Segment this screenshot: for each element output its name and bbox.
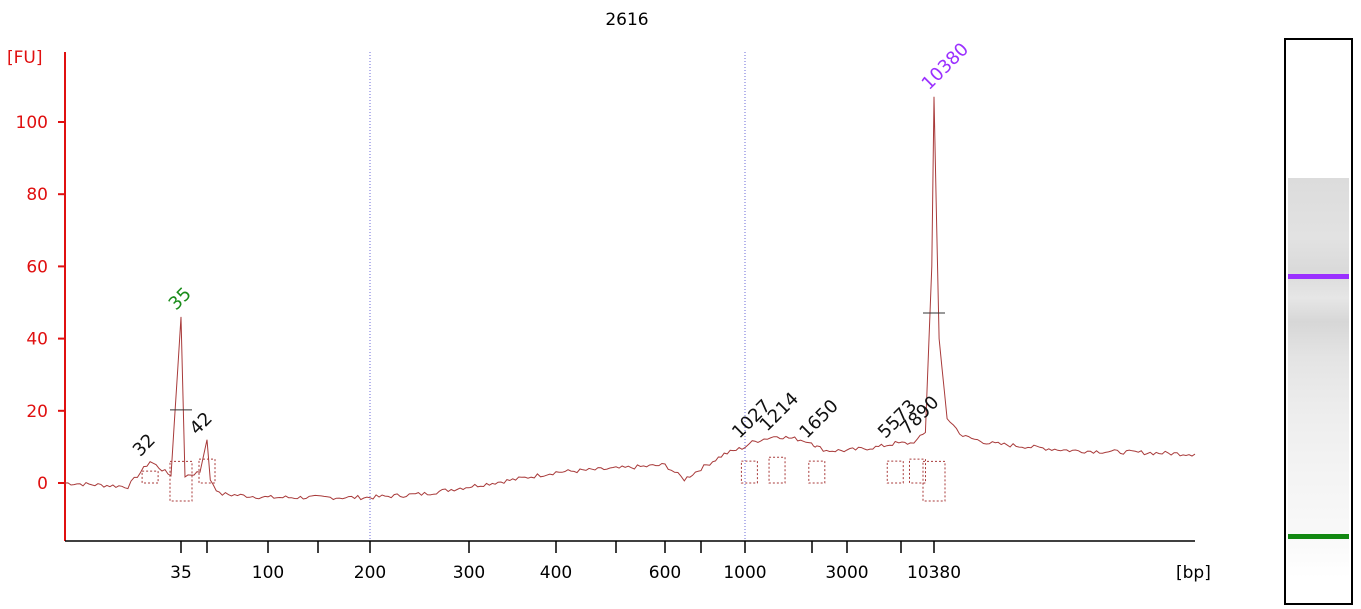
marker-label: 35 [165,283,196,314]
x-tick-label: 300 [453,563,485,583]
x-tick-label: 10380 [907,563,961,583]
peak-window [908,458,926,484]
peak-window [141,470,159,484]
peak-label: 32 [129,430,160,461]
gel-band-lower-marker [1288,534,1349,540]
y-tick-label: 40 [26,330,48,350]
x-tick-label: 100 [252,563,284,583]
x-tick-label: 200 [354,563,386,583]
x-tick-label: 3000 [825,563,868,583]
y-tick-label: 20 [26,402,48,422]
gridlines [369,52,746,541]
peak-window [198,458,216,484]
y-tick-label: 80 [26,185,48,205]
peak-label: 1650 [795,396,842,443]
y-tick-label: 60 [26,257,48,277]
gel-smear [1288,178,1349,578]
peak-window [886,460,904,484]
axes: 0 20 40 60 80 100 35 100 200 300 400 600 1000 3000 103… [16,52,1195,583]
peak-window [768,456,786,484]
trace-layer [64,96,1196,502]
chart-title: 2616 [605,10,648,30]
gel-band-upper-marker [1288,273,1349,279]
x-tick-label: 35 [170,563,192,583]
peak-window [740,460,758,484]
x-tick-label: 600 [649,563,681,583]
y-tick-label: 100 [16,113,48,133]
y-tick-label: 0 [37,474,48,494]
marker-window [169,460,193,502]
gel-lane [1284,38,1353,605]
marker-label: 10380 [918,39,973,94]
trace-line [64,96,1196,501]
x-tick-label: 400 [540,563,572,583]
marker-window [922,460,946,502]
x-tick-label: 1000 [723,563,766,583]
x-axis-label: [bp] [1176,563,1211,583]
peak-window [808,460,826,484]
y-axis-label: [FU] [7,48,43,68]
peak-label: 42 [186,408,217,439]
